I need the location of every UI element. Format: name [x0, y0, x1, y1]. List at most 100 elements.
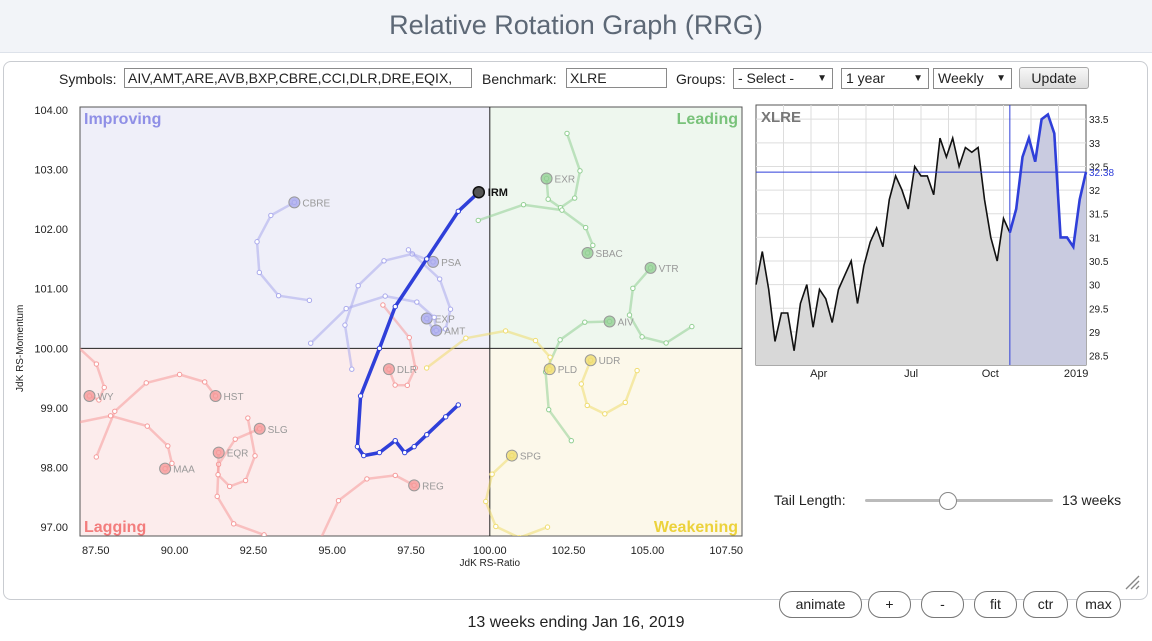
tail-length-slider[interactable]	[865, 492, 1053, 510]
resize-handle-icon[interactable]	[1124, 574, 1140, 590]
symbol-tail	[484, 454, 548, 536]
tail-point	[584, 402, 590, 409]
tail-point	[582, 319, 588, 325]
mini-x-label: 2019	[1064, 368, 1088, 380]
symbol-head	[505, 449, 518, 462]
tail-point	[349, 366, 355, 372]
tail-point	[226, 483, 233, 490]
tail-point	[202, 379, 208, 385]
zoom-in-button[interactable]: +	[868, 591, 911, 618]
tail-point	[380, 302, 386, 308]
tail-point	[412, 365, 419, 371]
symbol-tail	[255, 201, 310, 302]
symbol-label: UDR	[599, 356, 621, 367]
highlighted-head	[472, 185, 486, 199]
tail-point	[308, 340, 314, 346]
symbol-tail	[95, 373, 217, 458]
footer-caption: 13 weeks ending Jan 16, 2019	[467, 614, 685, 631]
symbol-label: REG	[422, 481, 444, 492]
symbol-head	[581, 246, 594, 259]
symbol-label: PLD	[558, 365, 577, 376]
tail-point	[568, 437, 575, 444]
symbol-label: PSA	[441, 258, 461, 269]
symbols-input[interactable]: AIV,AMT,ARE,AVB,BXP,CBRE,CCI,DLR,DRE,EQI…	[124, 68, 472, 88]
benchmark-mini-chart: 33.5 33 32.5 32 31.5 31 30.5 30 29.5 29 28.5 XLRE 32…	[755, 104, 1114, 380]
tail-point	[364, 476, 370, 482]
tail-point	[62, 423, 66, 427]
zoom-out-button[interactable]: -	[921, 591, 964, 618]
benchmark-label: Benchmark:	[482, 71, 557, 87]
symbol-tail	[215, 427, 265, 536]
quadrant-label-weakening: Weakening	[654, 519, 738, 536]
symbol-label: CBRE	[302, 198, 330, 209]
rrg-chart[interactable]: Improving Leading Lagging Weakening 87.50 90.…	[4, 98, 749, 588]
tail-point	[545, 196, 551, 202]
frequency-select-value: Weekly	[938, 70, 984, 86]
tail-point	[165, 443, 171, 449]
weakening-quadrant	[489, 348, 742, 536]
tail-point	[577, 168, 583, 174]
tail-point	[639, 334, 645, 340]
symbol-label: EXP	[435, 315, 455, 326]
mini-y-tick-label: 33	[1089, 139, 1101, 150]
symbol-tail	[628, 267, 693, 345]
tail-point	[578, 381, 584, 387]
x-tick-label: 92.50	[240, 545, 268, 557]
tail-length-value: 13 weeks	[1062, 492, 1122, 508]
highlighted-tail-point	[392, 437, 398, 444]
highlighted-tail-point	[357, 393, 364, 399]
x-tick-label: 95.00	[318, 545, 346, 557]
tail-point	[254, 239, 260, 245]
mini-x-label: Apr	[810, 368, 827, 380]
mini-y-tick-label: 32.5	[1089, 162, 1109, 173]
symbol-head	[644, 261, 657, 274]
center-button[interactable]: ctr	[1023, 591, 1068, 618]
tail-point	[602, 411, 608, 417]
tail-point	[663, 340, 669, 346]
symbol-label: EQR	[227, 449, 249, 460]
animate-button[interactable]: animate	[779, 591, 862, 618]
symbol-label: SBAC	[596, 249, 623, 260]
slider-handle[interactable]	[939, 492, 957, 510]
quadrant-label-lagging: Lagging	[84, 519, 146, 536]
groups-select-value: - Select -	[738, 70, 795, 86]
tail-point	[214, 493, 220, 500]
tail-point	[392, 472, 398, 479]
fit-button[interactable]: fit	[974, 591, 1017, 618]
period-select[interactable]: 1 year ▼	[841, 68, 929, 89]
max-button[interactable]: max	[1076, 591, 1121, 618]
x-tick-label: 107.50	[709, 545, 743, 557]
mini-y-tick-label: 31.5	[1089, 210, 1109, 221]
tail-point	[93, 361, 100, 367]
y-tick-label: 103.00	[34, 165, 68, 177]
tail-point	[406, 334, 412, 341]
tail-point	[442, 326, 449, 332]
tail-point	[557, 337, 563, 343]
chevron-down-icon: ▼	[817, 73, 827, 84]
tail-point	[483, 498, 489, 505]
update-button[interactable]: Update	[1019, 67, 1089, 89]
symbol-head	[159, 462, 172, 475]
tail-point	[230, 521, 237, 527]
tail-point	[101, 384, 107, 391]
highlighted-tail-point	[376, 345, 383, 352]
frequency-select[interactable]: Weekly ▼	[933, 68, 1012, 89]
highlighted-tail-point	[455, 208, 461, 214]
tail-point	[447, 306, 454, 312]
tail-point	[268, 212, 274, 219]
header: Relative Rotation Graph (RRG)	[0, 0, 1152, 53]
tail-point	[68, 338, 72, 342]
symbol-label: AIV	[618, 318, 634, 329]
symbol-tail	[580, 359, 639, 416]
groups-select[interactable]: - Select - ▼	[733, 68, 833, 89]
highlighted-tail-point	[376, 449, 383, 456]
symbol-label: EXR	[555, 175, 576, 186]
tail-point	[112, 408, 118, 414]
symbol-label: MAA	[173, 465, 195, 476]
benchmark-input[interactable]: XLRE	[566, 68, 667, 88]
page-title: Relative Rotation Graph (RRG)	[389, 10, 763, 40]
mini-area-history	[756, 138, 1010, 365]
tail-point	[232, 436, 238, 442]
tail-point	[256, 269, 263, 276]
symbol-head	[540, 172, 553, 185]
